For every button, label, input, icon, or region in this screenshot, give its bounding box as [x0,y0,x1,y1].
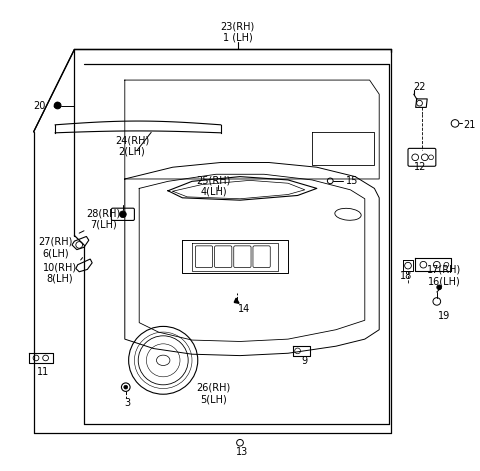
Text: 12: 12 [414,162,426,172]
Text: 18: 18 [399,270,412,281]
Text: 11: 11 [37,367,49,377]
Circle shape [120,211,126,218]
Text: 14: 14 [238,303,250,314]
Text: 25(RH)
4(LH): 25(RH) 4(LH) [196,175,231,197]
Text: 3: 3 [124,398,130,408]
Text: 9: 9 [302,356,308,365]
Text: 28(RH)
7(LH): 28(RH) 7(LH) [86,208,120,230]
Circle shape [124,385,128,389]
Text: 22: 22 [414,82,426,92]
Text: 13: 13 [236,447,249,457]
Text: 27(RH)
6(LH): 27(RH) 6(LH) [38,236,72,258]
FancyBboxPatch shape [408,148,436,166]
Circle shape [437,285,442,290]
Text: 24(RH)
2(LH): 24(RH) 2(LH) [115,135,149,157]
Text: 17(RH)
16(LH): 17(RH) 16(LH) [427,265,461,286]
Polygon shape [72,236,89,250]
Circle shape [54,102,61,109]
Polygon shape [234,298,239,303]
FancyBboxPatch shape [111,208,134,220]
Text: 26(RH)
5(LH): 26(RH) 5(LH) [196,382,231,404]
Text: 10(RH)
8(LH): 10(RH) 8(LH) [43,262,77,284]
Polygon shape [54,102,60,107]
Text: 15: 15 [346,176,358,187]
Polygon shape [76,259,92,272]
Text: 20: 20 [33,101,46,111]
Text: 23(RH)
1 (LH): 23(RH) 1 (LH) [220,21,255,43]
Text: 19: 19 [438,310,450,321]
Text: 21: 21 [463,120,476,130]
